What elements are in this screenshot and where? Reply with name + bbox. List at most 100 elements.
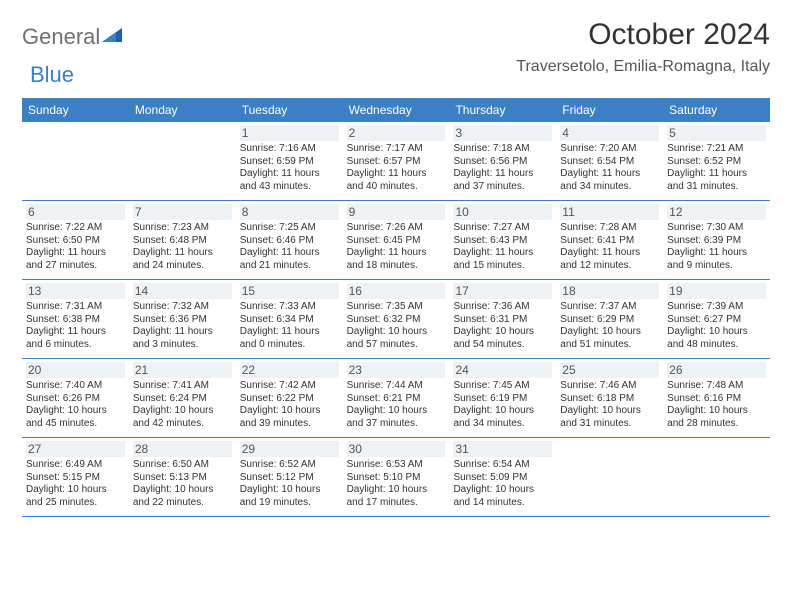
day-number: 18 [560, 283, 659, 299]
day-number: 31 [453, 441, 552, 457]
day-cell [663, 438, 770, 516]
daylight-line: Daylight: 10 hours [667, 326, 766, 339]
day-number: 10 [453, 204, 552, 220]
sunrise-line: Sunrise: 7:30 AM [667, 222, 766, 235]
day-cell: 26Sunrise: 7:48 AMSunset: 6:16 PMDayligh… [663, 359, 770, 437]
day-cell: 24Sunrise: 7:45 AMSunset: 6:19 PMDayligh… [449, 359, 556, 437]
daylight-line: and 54 minutes. [453, 339, 552, 352]
daylight-line: Daylight: 10 hours [240, 484, 339, 497]
day-cell: 29Sunrise: 6:52 AMSunset: 5:12 PMDayligh… [236, 438, 343, 516]
day-cell: 27Sunrise: 6:49 AMSunset: 5:15 PMDayligh… [22, 438, 129, 516]
daylight-line: and 12 minutes. [560, 260, 659, 273]
week-row: 27Sunrise: 6:49 AMSunset: 5:15 PMDayligh… [22, 438, 770, 517]
sunset-line: Sunset: 6:29 PM [560, 314, 659, 327]
daylight-line: Daylight: 11 hours [133, 326, 232, 339]
dayhead-sun: Sunday [22, 98, 129, 122]
week-row: 6Sunrise: 7:22 AMSunset: 6:50 PMDaylight… [22, 201, 770, 280]
daylight-line: and 17 minutes. [347, 497, 446, 510]
sunrise-line: Sunrise: 7:35 AM [347, 301, 446, 314]
dayhead-sat: Saturday [663, 98, 770, 122]
daylight-line: Daylight: 11 hours [667, 168, 766, 181]
sunset-line: Sunset: 6:18 PM [560, 393, 659, 406]
sunset-line: Sunset: 6:59 PM [240, 156, 339, 169]
daylight-line: and 42 minutes. [133, 418, 232, 431]
week-row: 20Sunrise: 7:40 AMSunset: 6:26 PMDayligh… [22, 359, 770, 438]
day-number: 14 [133, 283, 232, 299]
sunset-line: Sunset: 6:32 PM [347, 314, 446, 327]
sunset-line: Sunset: 6:39 PM [667, 235, 766, 248]
day-number: 1 [240, 125, 339, 141]
daylight-line: Daylight: 11 hours [347, 247, 446, 260]
sunset-line: Sunset: 6:46 PM [240, 235, 339, 248]
daylight-line: Daylight: 10 hours [133, 405, 232, 418]
sunset-line: Sunset: 5:09 PM [453, 472, 552, 485]
logo: General [22, 24, 122, 50]
day-number: 16 [347, 283, 446, 299]
day-cell [22, 122, 129, 200]
daylight-line: and 48 minutes. [667, 339, 766, 352]
day-cell: 31 Sunrise: 6:54 AMSunset: 5:09 PMDayligh… [449, 438, 556, 516]
daylight-line: Daylight: 11 hours [240, 326, 339, 339]
day-number: 8 [240, 204, 339, 220]
sunrise-line: Sunrise: 7:44 AM [347, 380, 446, 393]
daylight-line: and 51 minutes. [560, 339, 659, 352]
week-row: 1Sunrise: 7:16 AMSunset: 6:59 PMDaylight… [22, 122, 770, 201]
sunset-line: Sunset: 6:57 PM [347, 156, 446, 169]
day-cell: 23Sunrise: 7:44 AMSunset: 6:21 PMDayligh… [343, 359, 450, 437]
daylight-line: Daylight: 11 hours [133, 247, 232, 260]
day-cell: 19Sunrise: 7:39 AMSunset: 6:27 PMDayligh… [663, 280, 770, 358]
sunset-line: Sunset: 6:45 PM [347, 235, 446, 248]
day-number: 24 [453, 362, 552, 378]
daylight-line: and 21 minutes. [240, 260, 339, 273]
day-cell: 2Sunrise: 7:17 AMSunset: 6:57 PMDaylight… [343, 122, 450, 200]
daylight-line: and 9 minutes. [667, 260, 766, 273]
day-cell: 20Sunrise: 7:40 AMSunset: 6:26 PMDayligh… [22, 359, 129, 437]
day-cell: 10Sunrise: 7:27 AMSunset: 6:43 PMDayligh… [449, 201, 556, 279]
daylight-line: and 57 minutes. [347, 339, 446, 352]
day-number: 29 [240, 441, 339, 457]
daylight-line: and 37 minutes. [453, 181, 552, 194]
daylight-line: Daylight: 10 hours [453, 405, 552, 418]
daylight-line: and 31 minutes. [667, 181, 766, 194]
daylight-line: Daylight: 11 hours [453, 247, 552, 260]
sunset-line: Sunset: 5:10 PM [347, 472, 446, 485]
daylight-line: Daylight: 10 hours [133, 484, 232, 497]
location-text: Traversetolo, Emilia-Romagna, Italy [516, 58, 770, 76]
daylight-line: Daylight: 10 hours [347, 326, 446, 339]
day-number: 7 [133, 204, 232, 220]
day-cell [556, 438, 663, 516]
daylight-line: and 15 minutes. [453, 260, 552, 273]
day-number: 11 [560, 204, 659, 220]
sunrise-line: Sunrise: 7:22 AM [26, 222, 125, 235]
day-cell: 14Sunrise: 7:32 AMSunset: 6:36 PMDayligh… [129, 280, 236, 358]
sunset-line: Sunset: 5:15 PM [26, 472, 125, 485]
sunset-line: Sunset: 6:54 PM [560, 156, 659, 169]
day-cell: 1Sunrise: 7:16 AMSunset: 6:59 PMDaylight… [236, 122, 343, 200]
sunset-line: Sunset: 6:24 PM [133, 393, 232, 406]
day-number: 17 [453, 283, 552, 299]
daylight-line: and 6 minutes. [26, 339, 125, 352]
daylight-line: Daylight: 10 hours [453, 484, 552, 497]
sunset-line: Sunset: 6:56 PM [453, 156, 552, 169]
sunrise-line: Sunrise: 7:21 AM [667, 143, 766, 156]
day-cell: 22Sunrise: 7:42 AMSunset: 6:22 PMDayligh… [236, 359, 343, 437]
sunset-line: Sunset: 6:43 PM [453, 235, 552, 248]
day-number: 26 [667, 362, 766, 378]
sunset-line: Sunset: 6:38 PM [26, 314, 125, 327]
daylight-line: and 40 minutes. [347, 181, 446, 194]
sunrise-line: Sunrise: 6:50 AM [133, 459, 232, 472]
daylight-line: and 18 minutes. [347, 260, 446, 273]
logo-triangle-icon [102, 26, 122, 49]
day-number: 25 [560, 362, 659, 378]
sunrise-line: Sunrise: 7:37 AM [560, 301, 659, 314]
daylight-line: and 3 minutes. [133, 339, 232, 352]
sunrise-line: Sunrise: 6:49 AM [26, 459, 125, 472]
sunrise-line: Sunrise: 6:54 AM [453, 459, 552, 472]
logo-text-general: General [22, 24, 100, 50]
day-cell: 4Sunrise: 7:20 AMSunset: 6:54 PMDaylight… [556, 122, 663, 200]
daylight-line: and 19 minutes. [240, 497, 339, 510]
sunrise-line: Sunrise: 7:41 AM [133, 380, 232, 393]
daylight-line: and 27 minutes. [26, 260, 125, 273]
daylight-line: Daylight: 11 hours [240, 168, 339, 181]
day-cell [129, 122, 236, 200]
